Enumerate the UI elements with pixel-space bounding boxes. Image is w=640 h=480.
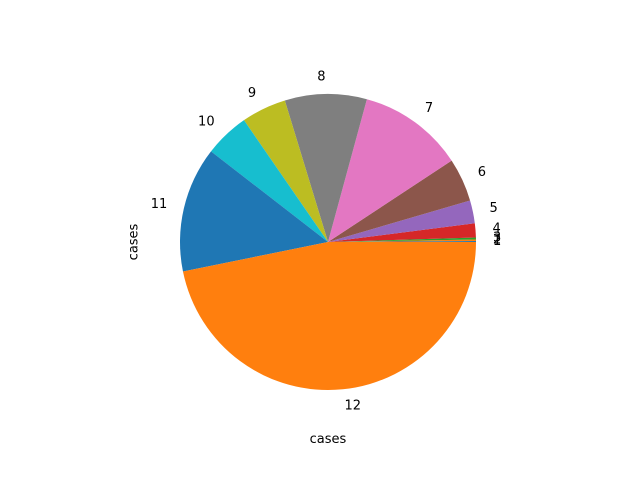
pie-slice-6: [328, 160, 471, 242]
y-axis-label: cases: [127, 223, 142, 260]
pie-label-10: 10: [198, 115, 215, 130]
pie-label-8: 8: [317, 70, 325, 85]
pie-slice-9: [243, 100, 328, 242]
pie-slices: [179, 93, 477, 391]
pie-slice-11: [179, 151, 328, 272]
pie-slice-12: [182, 242, 476, 391]
pie-slice-3: [328, 237, 476, 242]
pie-label-1: 1: [493, 234, 501, 249]
pie-label-2: 2: [493, 233, 501, 248]
pie-slice-8: [284, 93, 367, 243]
pie-label-3: 3: [493, 231, 501, 246]
pie-slice-10: [211, 120, 328, 242]
x-axis-label: cases: [310, 432, 347, 447]
pie-label-6: 6: [478, 165, 486, 180]
pie-slice-4: [328, 223, 476, 242]
pie-label-12: 12: [345, 399, 362, 414]
pie-slice-7: [328, 99, 452, 242]
pie-slice-5: [328, 200, 475, 242]
pie-label-11: 11: [151, 197, 168, 212]
pie-slice-1: [328, 241, 477, 242]
pie-label-9: 9: [248, 86, 256, 101]
pie-slice-2: [328, 239, 476, 242]
pie-label-7: 7: [425, 101, 433, 116]
pie-label-4: 4: [493, 222, 501, 237]
pie-label-5: 5: [490, 201, 498, 216]
